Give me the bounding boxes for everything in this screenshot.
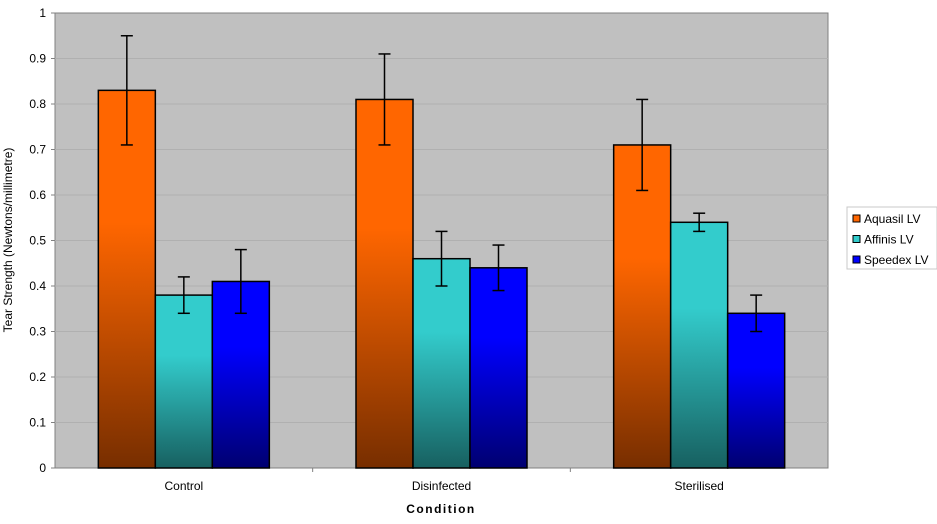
legend: Aquasil LV Affinis LV Speedex LV: [846, 206, 937, 270]
bar-aquasil-lv: [97, 89, 157, 469]
error-bar: [492, 244, 505, 292]
y-tick-label: 0.1: [29, 416, 46, 430]
y-tick-label: 0: [39, 461, 46, 475]
bar-affinis-lv: [154, 294, 214, 469]
bar-affinis-lv: [669, 221, 729, 469]
y-tick-label: 0.7: [29, 143, 46, 157]
error-bar: [378, 53, 391, 146]
error-bar: [177, 276, 190, 315]
legend-swatch: [852, 255, 861, 264]
x-tick-label: Sterilised: [674, 479, 723, 493]
error-bar: [234, 248, 247, 315]
bar-affinis-lv: [412, 257, 471, 469]
error-bar: [120, 35, 133, 146]
error-bar: [693, 212, 706, 233]
y-tick-label: 0.8: [29, 97, 46, 111]
y-tick-label: 1: [39, 6, 46, 20]
bar-aquasil-lv: [355, 98, 414, 469]
legend-label: Affinis LV: [864, 233, 914, 247]
error-bar: [750, 294, 763, 333]
y-tick-label: 0.4: [29, 279, 46, 293]
y-tick-label: 0.3: [29, 325, 46, 339]
error-bar: [636, 98, 649, 192]
legend-label: Aquasil LV: [864, 212, 920, 226]
y-tick-label: 0.5: [29, 234, 46, 248]
error-bar: [435, 230, 448, 287]
legend-label: Speedex LV: [864, 253, 929, 267]
bar-aquasil-lv: [612, 144, 672, 469]
bar-speedex-lv: [726, 312, 786, 469]
x-tick-label: Disinfected: [412, 479, 471, 493]
legend-swatch: [852, 214, 861, 223]
x-axis-label: Condition: [406, 502, 475, 516]
legend-swatch: [852, 235, 861, 243]
bar-speedex-lv: [469, 267, 528, 469]
x-tick-label: Control: [164, 479, 203, 493]
y-axis-label: Tear Strength (Newtons/millimetre): [1, 148, 15, 333]
y-tick-label: 0.9: [29, 52, 46, 66]
y-tick-label: 0.2: [29, 370, 46, 384]
y-tick-label: 0.6: [29, 188, 46, 202]
